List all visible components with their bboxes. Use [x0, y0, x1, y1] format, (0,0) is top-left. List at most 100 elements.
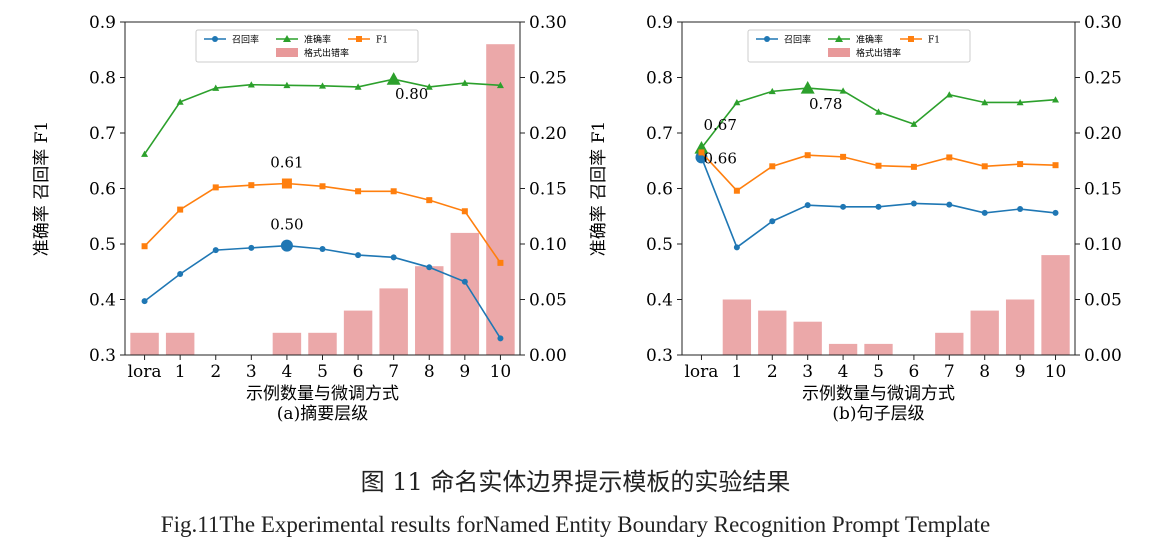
legend-label: F1 [928, 36, 940, 46]
error-rate-bar [864, 343, 893, 355]
recall-point [141, 298, 148, 305]
y2-tick-label: 0.10 [529, 235, 567, 255]
precision-point [386, 72, 401, 85]
figure-caption-chinese: 图 11 命名实体边界提示模板的实验结果 [360, 468, 791, 496]
x-tick-label: 8 [979, 362, 990, 382]
precision-point [212, 84, 220, 91]
error-rate-bar [343, 310, 373, 355]
annotation-label: 0.61 [270, 154, 303, 172]
error-rate-bar [165, 332, 195, 355]
legend-label: 准确率 [856, 34, 883, 46]
f1-point [981, 163, 988, 170]
error-rate-bar [793, 321, 822, 355]
recall-point [910, 200, 917, 207]
annotation-label: 0.67 [703, 116, 736, 134]
recall-point [769, 218, 776, 225]
recall-point [733, 244, 740, 251]
chart-panel-a: 0.3 0.4 0.5 0.6 0.7 0.8 0.9 0.00 0.05 0.10 0.15 0.2… [32, 13, 567, 424]
f1-point [910, 163, 917, 170]
legend-box [195, 29, 419, 63]
precision-point [981, 98, 989, 106]
error-rate-bar [308, 332, 337, 355]
error-rate-bar [272, 332, 302, 355]
f1-point [319, 183, 326, 190]
precision-point [141, 150, 149, 157]
y2-tick-label: 0.00 [1084, 346, 1122, 366]
precision-point [1016, 98, 1024, 106]
y2-tick-label: 0.30 [529, 13, 567, 33]
precision-point [875, 108, 882, 115]
y2-tick-label: 0.00 [529, 346, 567, 366]
y2-tick-label: 0.30 [1084, 13, 1122, 33]
legend-label: 召回率 [784, 34, 811, 46]
error-rate-bar [758, 310, 787, 355]
recall-point [177, 270, 184, 277]
f1-point [461, 208, 468, 215]
legend-label: 格式出错率 [856, 47, 901, 59]
recall-point [1017, 206, 1024, 213]
annotation-label: 0.80 [395, 85, 428, 103]
recall-point [497, 335, 504, 342]
f1-point [177, 206, 184, 213]
y2-tick-label: 0.15 [1084, 180, 1122, 200]
error-rate-bar [415, 266, 444, 355]
y-axis-label: 准确率 召回率 F1 [32, 121, 52, 256]
y2-tick-label: 0.10 [1084, 235, 1122, 255]
f1-point [769, 163, 776, 170]
f1-point [840, 153, 847, 160]
f1-point [281, 178, 292, 189]
y-tick-label: 0.6 [89, 180, 116, 200]
f1-point [875, 162, 882, 169]
precision-point [461, 79, 469, 86]
x-tick-label: 1 [175, 362, 186, 382]
f1-point [426, 197, 433, 204]
error-rate-bar [722, 299, 752, 355]
legend-label: 格式出错率 [304, 47, 349, 59]
y2-tick-label: 0.20 [1084, 124, 1122, 144]
error-rate-bar [935, 332, 964, 355]
legend-label: F1 [376, 36, 388, 46]
legend-label: 召回率 [232, 34, 259, 46]
x-tick-label: 6 [908, 362, 919, 382]
recall-point [875, 203, 882, 210]
recall-point [280, 239, 293, 252]
f1-point [497, 259, 504, 266]
error-rate-bar [1005, 299, 1035, 355]
precision-point [496, 81, 504, 89]
y-tick-label: 0.4 [89, 291, 116, 311]
legend-box [747, 29, 971, 63]
f1-point [390, 188, 397, 195]
error-rate-bar [1041, 255, 1070, 355]
x-tick-label: 2 [767, 362, 778, 382]
y-tick-label: 0.7 [89, 124, 116, 144]
x-tick-label: 2 [210, 362, 221, 382]
f1-point [248, 182, 255, 189]
y-axis-label: 准确率 召回率 F1 [589, 121, 609, 256]
f1-point [141, 243, 148, 250]
error-rate-bar [486, 44, 515, 355]
y2-tick-label: 0.25 [529, 69, 567, 89]
legend-bar-swatch [276, 48, 298, 57]
recall-point [981, 209, 988, 216]
precision-point [354, 83, 362, 90]
recall-point [319, 245, 326, 252]
annotation-label: 0.50 [270, 216, 303, 234]
y-tick-label: 0.8 [646, 69, 673, 89]
chart-panel-b: 0.3 0.4 0.5 0.6 0.7 0.8 0.9 0.00 0.05 0.10 0.15 0.2… [589, 13, 1122, 424]
recall-point [461, 278, 468, 285]
annotation-label: 0.66 [703, 149, 736, 167]
recall-point [840, 203, 847, 210]
legend-marker [212, 36, 218, 42]
x-tick-label: lora [128, 362, 162, 382]
annotation-label: 0.78 [809, 95, 842, 113]
y-tick-label: 0.5 [89, 235, 116, 255]
legend-marker [908, 36, 914, 42]
f1-point [946, 154, 953, 161]
f1-point [1017, 161, 1024, 168]
error-rate-bar [828, 343, 858, 355]
y-tick-label: 0.7 [646, 124, 673, 144]
y2-tick-label: 0.15 [529, 180, 567, 200]
precision-point [247, 81, 255, 88]
y2-tick-label: 0.05 [529, 291, 567, 311]
error-rate-bar [450, 232, 480, 355]
